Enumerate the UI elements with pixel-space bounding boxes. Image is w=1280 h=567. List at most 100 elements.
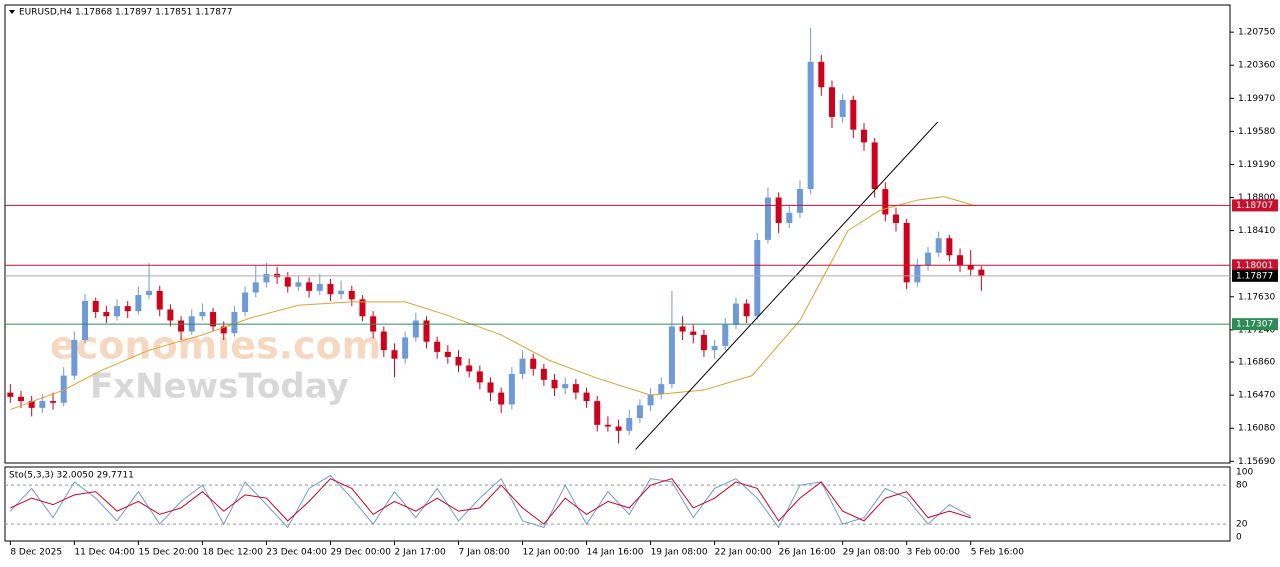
x-tick-label: 7 Jan 08:00 [459, 548, 511, 558]
x-tick-label: 12 Jan 00:00 [523, 548, 580, 558]
candle-body [124, 306, 131, 312]
stoch-tick-label: 100 [1236, 468, 1253, 478]
candle-body [498, 392, 505, 405]
price-label: 1.18001 [1236, 261, 1273, 271]
candle-body [402, 337, 409, 359]
candle-body [178, 320, 185, 332]
candle-body [508, 373, 515, 405]
candle-body [466, 365, 473, 372]
candle-body [562, 384, 569, 389]
y-tick-label: 1.20750 [1238, 28, 1275, 38]
candle-body [92, 301, 99, 313]
candle-body [316, 284, 323, 291]
candle-body [284, 277, 291, 287]
candle-body [135, 295, 142, 312]
y-tick-label: 1.16860 [1238, 358, 1275, 368]
candle-body [18, 396, 25, 402]
candle-body [380, 331, 387, 351]
candle-body [519, 358, 526, 374]
y-tick-label: 1.19970 [1238, 94, 1275, 104]
candle-body [807, 61, 814, 190]
x-tick-label: 29 Dec 00:00 [330, 548, 391, 558]
candle-body [434, 341, 441, 352]
stoch-tick-label: 0 [1236, 533, 1242, 543]
candle-body [978, 269, 985, 276]
price-pane [4, 4, 1231, 464]
candle-body [530, 358, 537, 369]
price-label: 1.18707 [1236, 201, 1273, 211]
candle-body [39, 401, 46, 408]
candle-body [391, 350, 398, 359]
candle-body [839, 99, 846, 117]
candle-body [167, 309, 174, 321]
candle-body [50, 401, 57, 403]
candle-body [860, 129, 867, 143]
watermark: FxNewsToday [90, 367, 349, 407]
candle-body [423, 320, 430, 342]
candle-body [754, 239, 761, 317]
candle-body [146, 290, 153, 296]
candle-body [327, 284, 334, 295]
candle-body [786, 212, 793, 223]
price-label: 1.17307 [1236, 320, 1273, 330]
candle-body [636, 405, 643, 419]
candle-body [242, 292, 249, 313]
stoch-pane [4, 466, 1231, 542]
candle-body [82, 301, 89, 341]
y-tick-label: 1.15690 [1238, 457, 1275, 467]
candle-body [263, 273, 270, 283]
x-tick-label: 11 Dec 04:00 [74, 548, 135, 558]
candle-body [231, 312, 238, 334]
x-tick-label: 29 Jan 08:00 [843, 548, 900, 558]
candle-body [306, 282, 313, 291]
x-tick-label: 22 Jan 00:00 [715, 548, 772, 558]
trendline [635, 121, 938, 450]
candle-body [882, 189, 889, 215]
y-tick-label: 1.19580 [1238, 127, 1275, 137]
candle-body [210, 312, 217, 327]
candle-body [775, 197, 782, 223]
x-tick-label: 23 Dec 04:00 [266, 548, 327, 558]
watermark: economies.com [50, 324, 381, 368]
candle-body [348, 290, 355, 300]
candle-body [871, 142, 878, 190]
candle-body [295, 282, 302, 287]
candle-body [220, 326, 227, 334]
candle-body [711, 345, 718, 351]
candle-body [967, 265, 974, 270]
candle-body [252, 282, 259, 293]
y-tick-label: 1.18410 [1238, 226, 1275, 236]
candle-body [412, 320, 419, 338]
candle-body [796, 189, 803, 213]
candle-body [732, 303, 739, 325]
candle-body [103, 312, 110, 317]
candle-body [7, 392, 14, 397]
candle-body [604, 424, 611, 427]
candle-body [764, 197, 771, 240]
y-tick-label: 1.20360 [1238, 61, 1275, 71]
x-tick-label: 26 Jan 16:00 [779, 548, 836, 558]
candle-body [626, 418, 633, 431]
candle-body [690, 331, 697, 335]
y-tick-label: 1.16080 [1238, 424, 1275, 434]
candle-body [444, 351, 451, 357]
x-tick-label: 18 Dec 12:00 [202, 548, 263, 558]
stoch-line [10, 478, 971, 525]
candle-body [114, 306, 121, 317]
x-tick-label: 2 Jan 17:00 [394, 548, 446, 558]
candle-body [156, 290, 163, 310]
x-tick-label: 5 Feb 16:00 [971, 548, 1025, 558]
candle-body [743, 303, 750, 317]
candle-body [668, 326, 675, 385]
x-tick-label: 3 Feb 00:00 [907, 548, 961, 558]
candle-body [28, 401, 35, 408]
x-tick-label: 14 Jan 16:00 [587, 548, 644, 558]
x-tick-label: 19 Jan 08:00 [651, 548, 708, 558]
price-label-box [1232, 259, 1278, 272]
price-label-box [1232, 199, 1278, 212]
y-tick-label: 1.19190 [1238, 160, 1275, 170]
candle-body [540, 368, 547, 380]
menu-arrow [9, 10, 15, 14]
candle-body [850, 99, 857, 130]
